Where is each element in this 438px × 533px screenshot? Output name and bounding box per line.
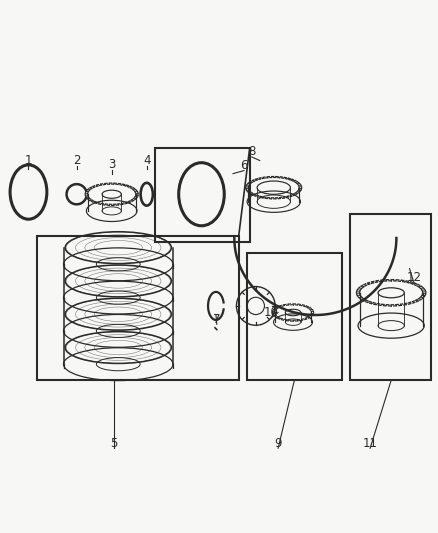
- Text: 3: 3: [108, 158, 115, 172]
- Text: 11: 11: [363, 437, 378, 449]
- Text: 10: 10: [264, 306, 279, 319]
- Text: 12: 12: [406, 271, 421, 284]
- Text: 5: 5: [110, 437, 117, 449]
- Text: 9: 9: [274, 437, 282, 449]
- Bar: [350, 214, 431, 381]
- Text: 8: 8: [248, 146, 255, 158]
- Bar: [247, 253, 342, 381]
- Text: 6: 6: [240, 159, 248, 172]
- Text: 4: 4: [143, 154, 151, 167]
- Bar: [155, 148, 250, 243]
- Text: 1: 1: [25, 154, 32, 167]
- Bar: [37, 236, 239, 381]
- Text: 2: 2: [73, 154, 81, 167]
- Text: 7: 7: [213, 312, 221, 326]
